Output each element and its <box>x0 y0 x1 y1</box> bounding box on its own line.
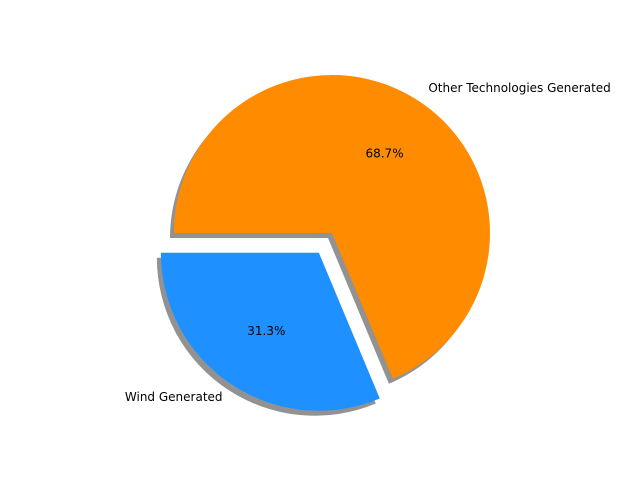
slice-label-wind: Wind Generated <box>125 390 223 404</box>
slice-pct-other: 68.7% <box>365 147 403 161</box>
slice-wedges <box>160 75 491 411</box>
slice-other <box>174 75 491 379</box>
slice-pct-wind: 31.3% <box>247 324 285 338</box>
slice-labels: Wind Generated Other Technologies Genera… <box>125 81 611 404</box>
slice-label-other: Other Technologies Generated <box>428 81 610 95</box>
slice-wind <box>160 252 380 411</box>
